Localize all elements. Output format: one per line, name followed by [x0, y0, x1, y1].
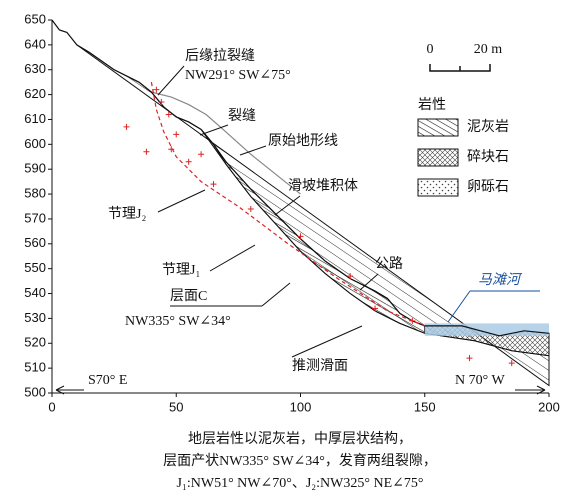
legend-swatch	[418, 179, 458, 196]
joint-mark	[124, 124, 130, 130]
y-tick-label: 570	[24, 210, 46, 225]
x-tick-label: 100	[290, 399, 312, 414]
leader	[448, 291, 470, 322]
y-tick-label: 500	[24, 384, 46, 399]
legend-swatch	[418, 149, 458, 166]
x-tick-label: 150	[414, 399, 436, 414]
joint-mark	[211, 181, 217, 187]
legend: 岩性 泥灰岩 碎块石 卵砾石	[418, 97, 509, 196]
ground-surface	[52, 20, 549, 336]
y-tick-label: 640	[24, 36, 46, 51]
leader	[158, 190, 205, 212]
scale-label: 0	[427, 42, 434, 57]
y-tick-label: 620	[24, 86, 46, 101]
annotation: 节理J₂	[108, 206, 146, 222]
annotation: 节理J₁	[162, 262, 200, 278]
x-tick-label: 50	[169, 399, 183, 414]
joint-mark	[153, 87, 159, 93]
joint-mark	[509, 360, 515, 366]
river	[425, 323, 549, 335]
annotation: 裂缝	[228, 108, 256, 124]
legend-title: 岩性	[418, 97, 446, 113]
leader	[262, 283, 290, 306]
annotation: 原始地形线	[268, 133, 338, 149]
y-tick-label: 510	[24, 360, 46, 375]
figure: 5005105205305405505605705805906006106206…	[0, 0, 574, 499]
direction: N 70° W	[455, 373, 505, 388]
y-tick-label: 530	[24, 310, 46, 325]
y-tick-label: 650	[24, 11, 46, 26]
annotation: NW291° SW∠75°	[185, 68, 291, 83]
river-label: 马滩河	[478, 272, 523, 288]
annotation: 后缘拉裂缝	[185, 48, 255, 64]
annotation: 层面C	[170, 289, 207, 304]
y-tick-label: 540	[24, 285, 46, 300]
leader	[210, 245, 255, 271]
x-tick-label: 0	[48, 399, 55, 414]
y-tick-label: 600	[24, 136, 46, 151]
joint-mark	[143, 149, 149, 155]
legend-label: 泥灰岩	[467, 119, 509, 135]
x-tick-label: 200	[538, 399, 560, 414]
leader	[292, 326, 362, 357]
joint-mark	[186, 159, 192, 165]
leader	[158, 66, 184, 95]
scale-label: 20 m	[474, 42, 503, 57]
joint-mark	[173, 131, 179, 137]
legend-swatch	[418, 119, 458, 136]
annotation: 推测滑面	[292, 357, 348, 374]
legend-label: 碎块石	[467, 149, 509, 165]
cross-section: 5005105205305405505605705805906006106206…	[24, 11, 560, 414]
annotation: 滑坡堆积体	[288, 177, 358, 194]
y-tick-label: 560	[24, 235, 46, 250]
y-tick-label: 630	[24, 61, 46, 76]
y-tick-label: 550	[24, 260, 46, 275]
annotation: 公路	[375, 256, 403, 272]
caption: 地层岩性以泥灰岩，中厚层状结构，	[188, 431, 412, 447]
joint-mark	[466, 355, 472, 361]
legend-label: 卵砾石	[467, 179, 509, 195]
joint-mark	[248, 206, 254, 212]
y-tick-label: 610	[24, 111, 46, 126]
caption: 层面产状NW335° SW∠34°，发育两组裂隙，	[163, 453, 437, 469]
scale-bar	[430, 64, 490, 71]
y-tick-label: 580	[24, 186, 46, 201]
joint-mark	[198, 151, 204, 157]
annotation: NW335° SW∠34°	[125, 314, 231, 329]
y-tick-label: 590	[24, 161, 46, 176]
caption: J₁:NW51° NW∠70°、J₂:NW325° NE∠75°	[177, 476, 424, 491]
direction: S70° E	[88, 373, 127, 388]
y-tick-label: 520	[24, 335, 46, 350]
